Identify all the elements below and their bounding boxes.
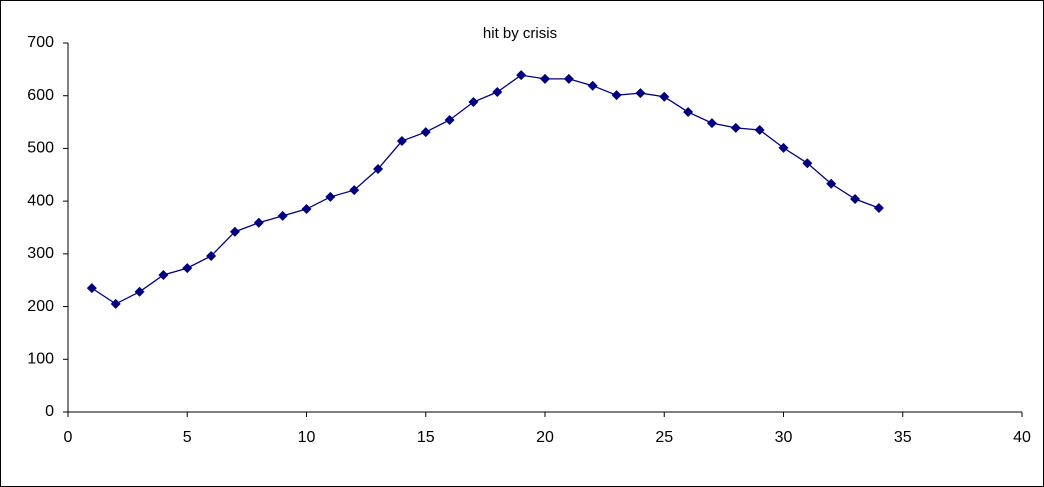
y-tick-label: 300	[27, 245, 54, 262]
data-point	[754, 124, 765, 135]
data-point	[563, 73, 574, 84]
data-point	[158, 269, 169, 280]
x-tick-label: 0	[64, 429, 73, 446]
y-tick-label: 400	[27, 192, 54, 209]
data-point	[444, 114, 455, 125]
data-point	[873, 202, 884, 213]
data-point	[229, 226, 240, 237]
series-line	[91, 74, 880, 305]
x-tick-label: 5	[183, 429, 192, 446]
chart-title: hit by crisis	[483, 25, 557, 42]
data-point	[706, 118, 717, 129]
y-tick-label: 200	[27, 298, 54, 315]
y-tick-label: 100	[27, 351, 54, 368]
data-point	[683, 107, 694, 118]
y-tick-label: 0	[45, 403, 54, 420]
x-tick-label: 20	[536, 429, 554, 446]
data-point	[635, 88, 646, 99]
y-tick-label: 600	[27, 87, 54, 104]
data-point	[349, 185, 360, 196]
data-point	[396, 136, 407, 147]
data-point	[301, 204, 312, 215]
data-point	[182, 263, 193, 274]
data-point	[540, 73, 550, 84]
data-point	[516, 70, 527, 81]
data-point	[110, 298, 121, 309]
data-point	[86, 283, 97, 294]
data-point	[373, 163, 384, 174]
data-point	[134, 286, 145, 297]
data-point	[778, 142, 789, 153]
x-tick-label: 35	[894, 429, 912, 446]
data-point	[587, 80, 598, 91]
data-point	[325, 191, 336, 202]
data-point	[826, 178, 837, 189]
data-point	[659, 91, 670, 102]
x-tick-label: 40	[1013, 429, 1031, 446]
data-point	[277, 210, 288, 221]
x-tick-label: 25	[655, 429, 673, 446]
data-point	[253, 217, 264, 228]
data-point	[492, 87, 503, 98]
data-point	[802, 158, 813, 169]
y-tick-label: 500	[27, 140, 54, 157]
y-tick-label: 700	[27, 34, 54, 51]
data-point	[420, 127, 431, 138]
data-point	[730, 122, 741, 133]
x-tick-label: 15	[417, 429, 435, 446]
data-point	[850, 194, 861, 205]
x-tick-label: 30	[775, 429, 793, 446]
data-point	[611, 90, 622, 101]
data-point	[206, 250, 217, 261]
x-tick-label: 10	[298, 429, 316, 446]
data-point	[468, 97, 479, 108]
